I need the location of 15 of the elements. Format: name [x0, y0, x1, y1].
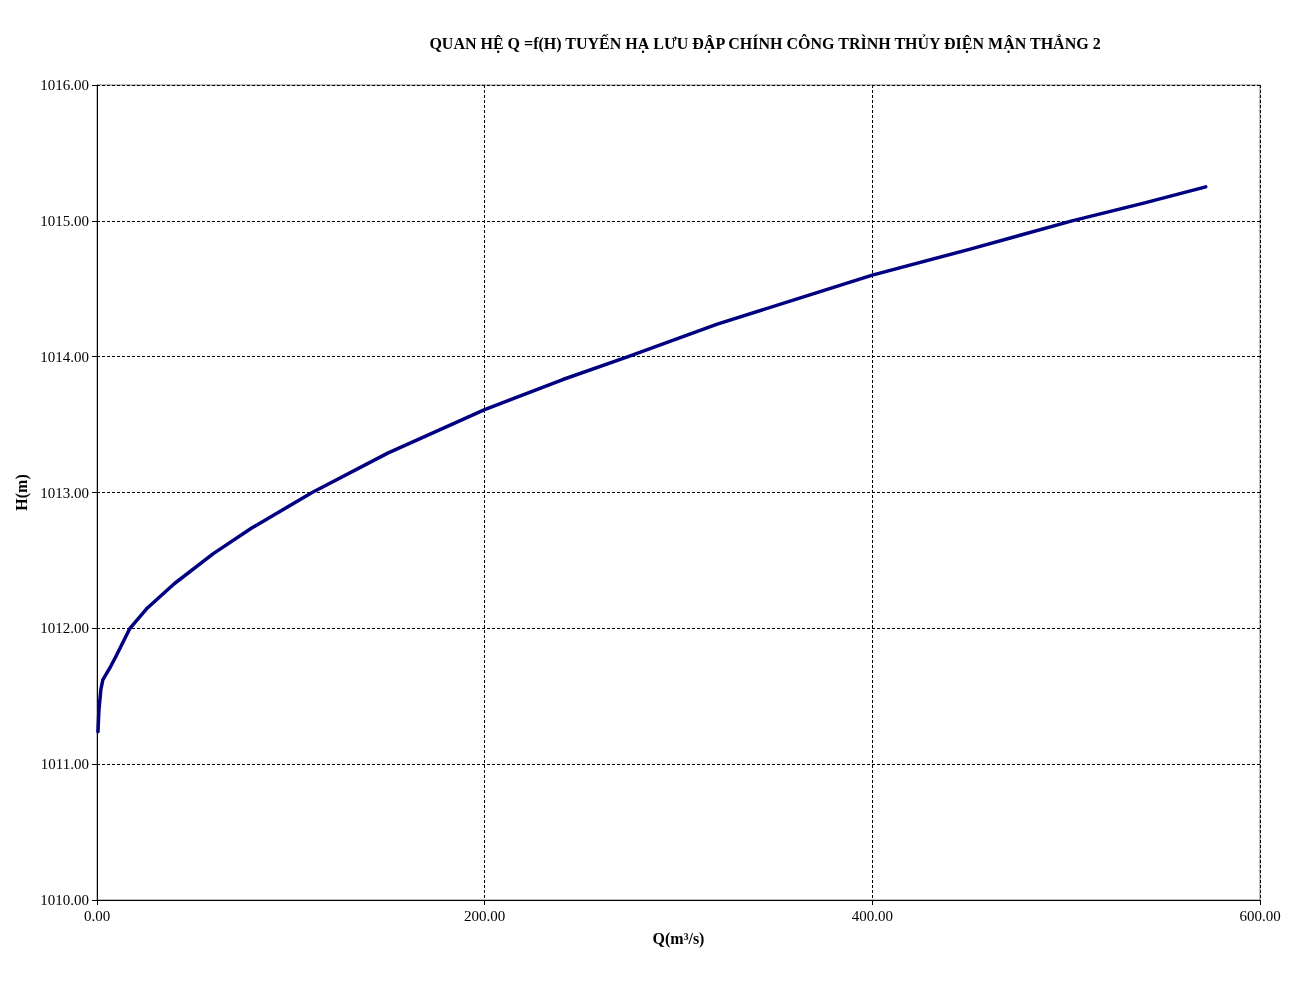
- y-tick-label: 1011.00: [40, 756, 89, 773]
- y-tick-label: 1012.00: [40, 620, 89, 637]
- y-axis-title: H(m): [12, 474, 31, 511]
- x-tick-label: 0.00: [83, 907, 111, 924]
- x-tick-label: 600.00: [1239, 907, 1281, 924]
- y-tick-label: 1010.00: [40, 892, 89, 908]
- chart-title: QUAN HỆ Q =f(H) TUYẾN HẠ LƯU ĐẬP CHÍNH CÔNG TRÌNH THỦY ĐIỆN MẬN THẮNG 2: [429, 33, 1101, 53]
- y-tick-label: 1016.00: [40, 77, 89, 93]
- line-series: [96, 185, 1208, 734]
- x-tick-label: 400.00: [851, 907, 893, 924]
- y-tick-label: 1014.00: [40, 348, 89, 365]
- y-tick-label: 1015.00: [40, 212, 89, 229]
- x-axis-title: Q(m³/s): [652, 929, 705, 948]
- y-tick-label: 1013.00: [40, 484, 89, 501]
- x-tick-label: 200.00: [464, 907, 506, 924]
